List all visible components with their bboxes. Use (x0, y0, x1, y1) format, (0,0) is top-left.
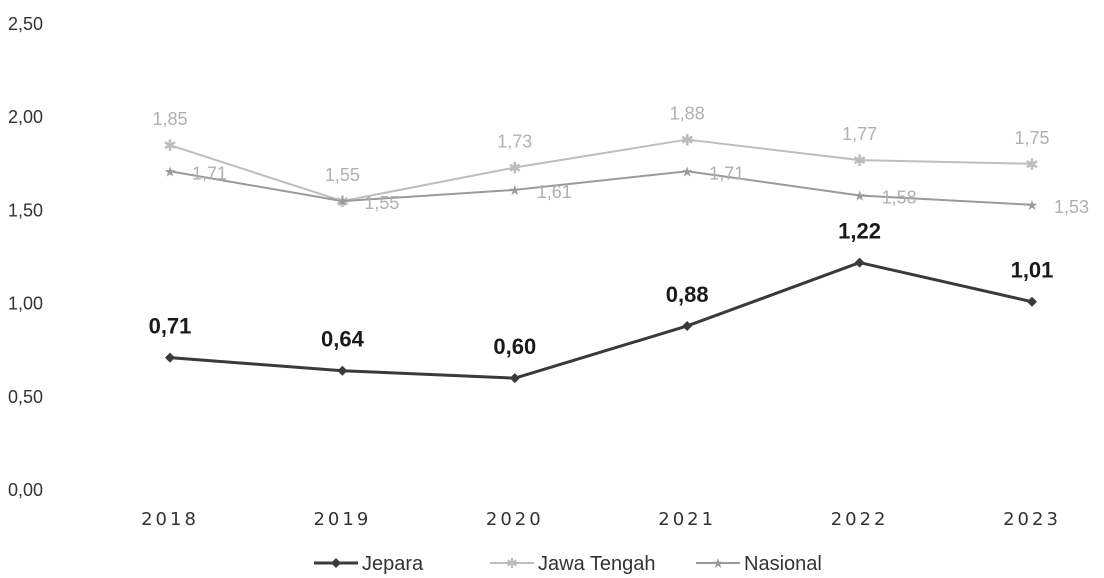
y-tick-label: 2,50 (8, 14, 43, 34)
nasional-point: ★ (509, 183, 522, 199)
jepara-point (854, 257, 865, 268)
y-axis: 0,00 0,50 1,00 1,50 2,00 2,50 (8, 14, 43, 500)
jepara-data-label: 0,71 (149, 314, 192, 339)
jepara-data-label: 0,60 (493, 334, 536, 359)
data-labels: 0,71 0,64 0,60 0,88 1,22 1,01 1,85 1,55 1,73 1,88… (149, 104, 1089, 360)
nasional-point: ★ (681, 164, 694, 180)
jepara-point (1027, 296, 1037, 307)
series-lines (169, 138, 1033, 380)
legend-entry-jepara: Jepara (362, 553, 424, 575)
jawa-tengah-data-label: 1,88 (670, 104, 705, 124)
y-tick-label: 1,00 (8, 294, 43, 314)
jepara-data-label: 0,64 (321, 327, 365, 352)
nasional-data-label: 1,58 (882, 187, 917, 207)
y-tick-label: 0,50 (8, 387, 43, 407)
legend-entry-nasional: Nasional (744, 553, 822, 575)
legend: Jepara ✱ Jawa Tengah ★ Nasional (314, 553, 822, 575)
x-tick-label: 2021 (658, 509, 716, 530)
legend-marker: ✱ (506, 556, 518, 572)
jepara-data-label: 1,22 (838, 219, 881, 244)
nasional-data-label: 1,71 (192, 163, 227, 183)
x-tick-label: 2019 (313, 509, 371, 530)
jawa-tengah-point: ✱ (853, 151, 866, 170)
legend-entry-jawa-tengah: Jawa Tengah (538, 553, 656, 575)
nasional-point: ★ (164, 164, 177, 180)
jepara-point (509, 373, 520, 384)
nasional-point: ★ (336, 194, 349, 210)
jawa-tengah-data-label: 1,73 (497, 132, 532, 152)
legend-marker (331, 558, 341, 568)
jepara-data-label: 0,88 (666, 282, 709, 307)
nasional-data-label: 1,71 (709, 163, 744, 183)
nasional-data-label: 1,53 (1054, 197, 1089, 217)
nasional-point: ★ (853, 188, 866, 204)
series-line-jawa-tengah (169, 138, 1033, 203)
nasional-data-label: 1,55 (364, 193, 399, 213)
y-tick-label: 0,00 (8, 480, 43, 500)
jawa-tengah-data-label: 1,85 (152, 109, 187, 129)
legend-marker: ★ (712, 556, 725, 572)
series-line-nasional (169, 170, 1033, 206)
jawa-tengah-point: ✱ (336, 192, 349, 211)
jepara-point (682, 320, 693, 331)
nasional-data-label: 1,61 (537, 182, 572, 202)
jawa-tengah-data-label: 1,55 (325, 165, 360, 185)
jepara-point (165, 352, 175, 363)
x-axis: 2018 2019 2020 2021 2022 2023 (141, 509, 1061, 530)
jawa-tengah-point: ✱ (508, 159, 521, 178)
jawa-tengah-point: ✱ (680, 131, 693, 150)
jawa-tengah-data-label: 1,77 (842, 124, 877, 144)
jepara-data-label: 1,01 (1011, 258, 1054, 283)
x-tick-label: 2018 (141, 509, 199, 530)
jepara-point (337, 365, 348, 376)
x-tick-label: 2020 (486, 509, 544, 530)
jawa-tengah-point: ✱ (1025, 155, 1038, 174)
y-tick-label: 2,00 (8, 107, 43, 127)
series-line-jepara (169, 261, 1033, 380)
jawa-tengah-data-label: 1,75 (1014, 128, 1049, 148)
jawa-tengah-point: ✱ (163, 136, 176, 155)
x-tick-label: 2023 (1003, 509, 1061, 530)
y-tick-label: 1,50 (8, 200, 43, 220)
x-tick-label: 2022 (831, 509, 889, 530)
series-markers: ✱✱✱✱✱ ✱★★★★★★ (163, 131, 1039, 384)
nasional-point: ★ (1026, 198, 1039, 214)
